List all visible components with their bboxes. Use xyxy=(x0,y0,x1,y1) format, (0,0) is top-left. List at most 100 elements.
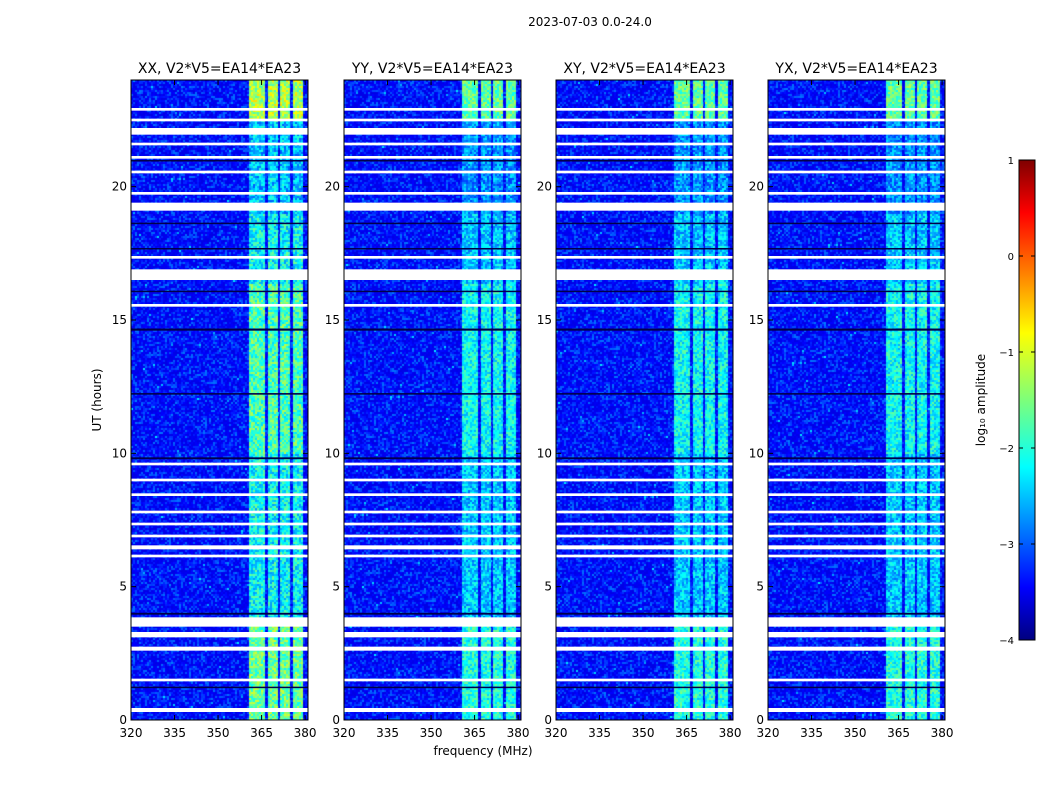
flagged-row xyxy=(768,478,945,482)
dark-row xyxy=(556,248,733,250)
flagged-row xyxy=(131,202,308,211)
flagged-row xyxy=(344,170,521,174)
x-tick-label: 380 xyxy=(719,726,742,740)
dark-row xyxy=(344,393,521,395)
flagged-row xyxy=(556,192,733,195)
flagged-row xyxy=(768,304,945,307)
x-axis-label: frequency (MHz) xyxy=(433,744,532,758)
flagged-row xyxy=(131,192,308,195)
dark-row xyxy=(344,457,521,460)
flagged-row xyxy=(556,632,733,638)
x-tick-label: 365 xyxy=(887,726,910,740)
dark-row xyxy=(344,328,521,331)
x-tick-label: 320 xyxy=(545,726,568,740)
x-tick-label: 365 xyxy=(463,726,486,740)
heatmap-panel: XY, V2*V5=EA14*EA23 320 335 350 365 380 0 5 10 15… xyxy=(537,61,742,740)
flagged-row xyxy=(344,269,521,280)
y-tick-label: 10 xyxy=(112,446,127,460)
flagged-row xyxy=(556,646,733,651)
flagged-row xyxy=(131,678,308,682)
x-tick-label: 380 xyxy=(507,726,530,740)
x-tick-label: 380 xyxy=(931,726,954,740)
heatmap-panels: XX, V2*V5=EA14*EA23 320 335 350 365 380 0 5 10 15… xyxy=(112,61,954,740)
flagged-row xyxy=(131,510,308,514)
flagged-row xyxy=(344,493,521,496)
x-tick-label: 350 xyxy=(632,726,655,740)
flagged-row xyxy=(344,108,521,111)
colorbar: 1 0 −1 −2 −3 −4 log₁₀ amplitude xyxy=(974,156,1036,647)
dark-row xyxy=(556,457,733,460)
y-tick-label: 0 xyxy=(544,713,552,727)
x-tick-label: 320 xyxy=(120,726,143,740)
colorbar-tick-label: −1 xyxy=(999,348,1014,359)
flagged-row xyxy=(556,534,733,538)
flagged-row xyxy=(131,462,308,466)
panel-title: XY, V2*V5=EA14*EA23 xyxy=(563,61,725,77)
y-tick-label: 15 xyxy=(112,313,127,327)
flagged-row xyxy=(768,156,945,159)
flagged-row xyxy=(131,156,308,159)
flagged-row xyxy=(768,534,945,538)
flagged-row xyxy=(344,545,521,550)
x-tick-label: 350 xyxy=(207,726,230,740)
panel-title: XX, V2*V5=EA14*EA23 xyxy=(138,61,301,77)
flagged-row xyxy=(556,108,733,111)
dark-row xyxy=(344,160,521,162)
y-axis-label: UT (hours) xyxy=(90,368,104,431)
flagged-row xyxy=(556,708,733,712)
y-tick-label: 5 xyxy=(756,580,764,594)
flagged-row xyxy=(556,510,733,514)
y-tick-label: 15 xyxy=(749,313,764,327)
dark-row xyxy=(768,222,945,225)
x-tick-label: 365 xyxy=(675,726,698,740)
heatmap-panel: YX, V2*V5=EA14*EA23 320 335 350 365 380 0 5 10 15… xyxy=(749,61,954,740)
flagged-row xyxy=(344,462,521,466)
y-tick-label: 15 xyxy=(325,313,340,327)
y-tick-label: 15 xyxy=(537,313,552,327)
flagged-row xyxy=(344,646,521,651)
flagged-row xyxy=(556,462,733,466)
y-tick-label: 10 xyxy=(325,446,340,460)
flagged-row xyxy=(131,304,308,307)
dark-row xyxy=(131,222,308,225)
flagged-row xyxy=(344,522,521,526)
flagged-row xyxy=(768,118,945,122)
panel-title: YX, V2*V5=EA14*EA23 xyxy=(774,61,937,77)
flagged-row xyxy=(768,510,945,514)
flagged-row xyxy=(344,118,521,122)
colorbar-tick-label: −3 xyxy=(999,540,1014,551)
flagged-row xyxy=(556,493,733,496)
y-tick-label: 0 xyxy=(332,713,340,727)
y-tick-label: 5 xyxy=(119,580,127,594)
flagged-row xyxy=(768,554,945,558)
heatmap-panel: XX, V2*V5=EA14*EA23 320 335 350 365 380 0 5 10 15… xyxy=(112,61,317,740)
y-tick-label: 5 xyxy=(332,580,340,594)
flagged-row xyxy=(344,678,521,682)
flagged-row xyxy=(556,170,733,174)
flagged-row xyxy=(131,493,308,496)
flagged-row xyxy=(344,156,521,159)
dark-row xyxy=(344,222,521,225)
flagged-row xyxy=(556,118,733,122)
flagged-row xyxy=(344,510,521,514)
dark-row xyxy=(131,290,308,293)
colorbar-tick-label: −4 xyxy=(999,636,1014,647)
flagged-row xyxy=(556,678,733,682)
flagged-row xyxy=(556,304,733,307)
y-tick-label: 20 xyxy=(749,180,764,194)
x-tick-label: 350 xyxy=(844,726,867,740)
dark-row xyxy=(131,160,308,162)
colorbar-tick-label: 0 xyxy=(1008,252,1014,263)
flagged-row xyxy=(768,646,945,651)
dark-row xyxy=(556,290,733,293)
dark-row xyxy=(131,612,308,615)
x-tick-label: 350 xyxy=(420,726,443,740)
dark-row xyxy=(768,160,945,162)
y-tick-label: 5 xyxy=(544,580,552,594)
dark-row xyxy=(556,222,733,225)
y-tick-label: 10 xyxy=(537,446,552,460)
flagged-row xyxy=(344,142,521,146)
flagged-row xyxy=(556,128,733,135)
dark-row xyxy=(768,393,945,395)
dark-row xyxy=(556,393,733,395)
